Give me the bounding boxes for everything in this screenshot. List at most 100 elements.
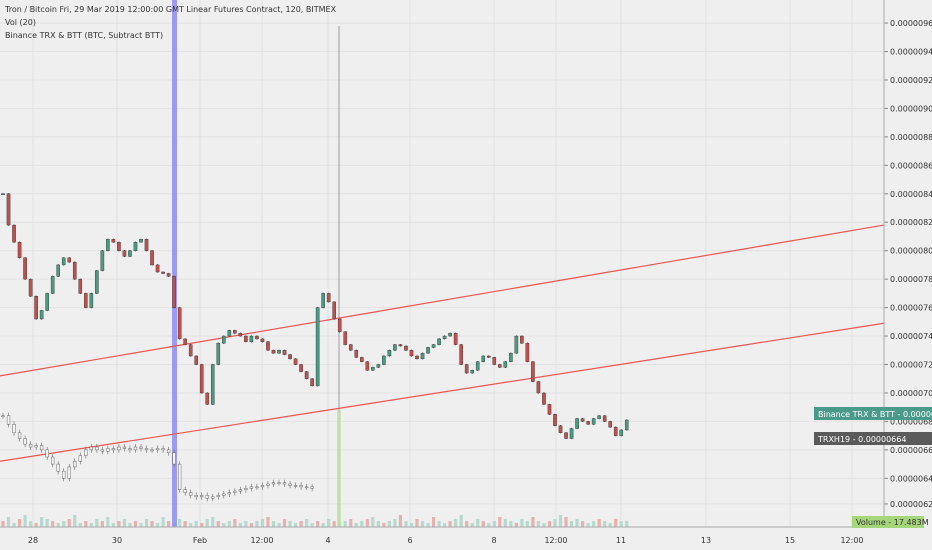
overlay-candle (304, 483, 309, 490)
volume-bar (476, 519, 480, 527)
candle (83, 292, 88, 309)
overlay-candle (28, 441, 33, 451)
overlay-candle (95, 444, 99, 453)
overlay-candle (310, 483, 314, 492)
candle (481, 355, 486, 363)
volume-bar (106, 517, 110, 527)
overlay-candle (249, 483, 254, 492)
candle (514, 335, 519, 354)
candle (475, 361, 480, 371)
volume-bar (183, 521, 187, 527)
volume-bar (238, 523, 242, 527)
candle (332, 301, 337, 320)
volume-bar (393, 519, 397, 527)
overlay-indicator-label[interactable]: Binance TRX & BTT (BTC, Subtract BTT) (5, 31, 164, 40)
candle (188, 343, 193, 357)
candle (382, 355, 386, 366)
channel-line-lower[interactable] (0, 322, 885, 462)
volume-bar (492, 521, 496, 527)
volume-bar (614, 519, 618, 527)
volume-bar (144, 519, 149, 527)
overlay-candle (155, 445, 160, 453)
candle (580, 417, 585, 423)
trxh19-price-badge: TRXH19 - 0.00000664 (814, 432, 932, 445)
volume-bar (95, 519, 99, 527)
overlay-candle (144, 445, 149, 453)
overlay-candle (51, 453, 55, 468)
volume-bar (73, 515, 77, 527)
candle (404, 345, 408, 351)
overlay-candle (84, 446, 88, 459)
candle (50, 275, 55, 295)
candle (365, 361, 370, 371)
volume-spike-blue-band (172, 0, 177, 527)
overlay-candle (117, 444, 121, 453)
candle (28, 278, 33, 297)
overlay-candle (238, 486, 243, 495)
channel-lines[interactable] (0, 224, 885, 462)
candle (509, 352, 513, 363)
volume-bar (371, 517, 375, 527)
volume-bar (139, 523, 143, 527)
overlay-candle (172, 449, 176, 468)
svg-text:TRXH19 - 0.00000664: TRXH19 - 0.00000664 (817, 435, 906, 444)
x-tick-label: 4 (325, 536, 330, 545)
volume-bar (437, 521, 441, 527)
candles (1, 193, 629, 440)
volume-spike-green (337, 410, 341, 527)
price-badges: Binance TRX & BTT - 0.00000681 TRXH19 - 0… (814, 407, 932, 528)
volume-bar (382, 523, 386, 527)
overlay-candle (244, 485, 248, 493)
volume-bar (12, 523, 16, 527)
candle (393, 343, 397, 351)
candle (431, 343, 436, 349)
volume-bar (62, 521, 66, 527)
overlay-candle (100, 446, 105, 455)
volume-bar (282, 519, 287, 527)
channel-line-upper[interactable] (0, 224, 885, 377)
volume-bar (443, 523, 447, 527)
candle (6, 193, 11, 226)
candle (293, 358, 298, 366)
volume-bar (244, 521, 248, 527)
candle (459, 343, 463, 366)
candle (602, 415, 607, 423)
volume-bar (581, 521, 585, 527)
overlay-candle (255, 483, 259, 490)
candle (371, 366, 375, 371)
candle (210, 363, 215, 405)
volume-indicator-label[interactable]: Vol (20) (5, 18, 36, 27)
candle (271, 349, 276, 354)
volume-bar (597, 519, 601, 527)
candle (520, 335, 524, 344)
candle (597, 415, 601, 420)
candle (106, 238, 110, 252)
volume-bar (56, 523, 60, 527)
candle (354, 349, 359, 359)
overlay-candle (277, 479, 281, 486)
candle (67, 257, 72, 263)
volume-bar (569, 521, 574, 527)
candle (95, 269, 99, 295)
volume-bar (360, 521, 364, 527)
y-tick-label: 0.00000622 (890, 500, 932, 509)
volume-bar (133, 521, 138, 527)
candle (547, 403, 552, 415)
overlay-candle (293, 482, 298, 489)
candle (23, 257, 27, 280)
candle (470, 369, 475, 374)
candle (183, 338, 187, 346)
volume-bar (29, 521, 33, 527)
volume-bar (205, 519, 209, 527)
overlay-candle (6, 412, 11, 428)
candle (343, 331, 348, 346)
volume-bar (255, 521, 259, 527)
candle (72, 261, 77, 280)
overlay-candle (166, 446, 171, 456)
